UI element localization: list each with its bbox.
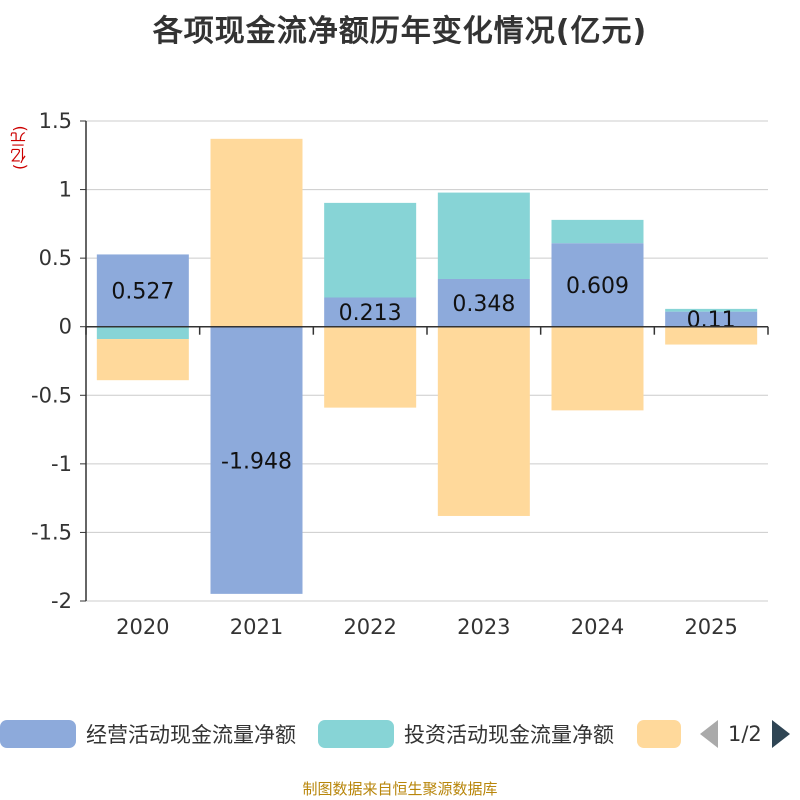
- legend-label-investing: 投资活动现金流量净额: [404, 723, 614, 747]
- bar-2021-series-2: [210, 138, 303, 327]
- bar-2021-series-0: [210, 326, 303, 594]
- bar-2023-series-2: [437, 326, 530, 516]
- bar-2024-series-0: [551, 243, 644, 327]
- y-tick-label: -2: [51, 589, 72, 613]
- x-tick-label-2020: 2020: [116, 615, 169, 639]
- bar-2024-series-1: [551, 219, 644, 244]
- bar-2020-series-1: [96, 326, 189, 340]
- x-tick-label-2024: 2024: [571, 615, 624, 639]
- data-label-2025: 0.11: [687, 308, 736, 333]
- legend-item-operating[interactable]: 经营活动现金流量净额: [0, 716, 296, 752]
- source-footer: 制图数据来自恒生聚源数据库: [302, 780, 498, 798]
- data-label-2024: 0.609: [566, 274, 629, 299]
- legend-item-financing[interactable]: [637, 716, 681, 752]
- bar-2025-series-1: [665, 308, 758, 312]
- x-tick-label-2025: 2025: [684, 615, 737, 639]
- bar-2023-series-1: [437, 192, 530, 279]
- legend-label-operating: 经营活动现金流量净额: [86, 723, 296, 747]
- y-tick-label: 0: [59, 315, 72, 339]
- legend-swatch-operating: [0, 720, 76, 748]
- bar-2022-series-0: [324, 297, 417, 327]
- data-label-2023: 0.348: [452, 292, 515, 317]
- y-tick-label: 1.5: [39, 109, 72, 133]
- pager-prev-icon[interactable]: [700, 720, 718, 748]
- pager-text: 1/2: [728, 722, 762, 746]
- y-tick-label: -1.5: [31, 520, 72, 544]
- bar-2023-series-0: [437, 278, 530, 327]
- y-tick-label: -1: [51, 452, 72, 476]
- bar-2022-series-2: [324, 326, 417, 408]
- y-tick-label: 1: [59, 178, 72, 202]
- y-tick-label: -0.5: [31, 383, 72, 407]
- legend-swatch-financing: [637, 720, 681, 748]
- bar-2025-series-2: [665, 326, 758, 345]
- bar-2022-series-1: [324, 202, 417, 298]
- pager-next-icon[interactable]: [771, 720, 790, 748]
- data-label-2021: -1.948: [221, 449, 292, 474]
- bar-2020-series-2: [96, 339, 189, 381]
- bar-2025-series-0: [665, 311, 758, 327]
- y-tick-label: 0.5: [39, 246, 72, 270]
- bar-2020-series-0: [96, 254, 189, 327]
- x-tick-label-2023: 2023: [457, 615, 510, 639]
- bar-2024-series-2: [551, 326, 644, 411]
- legend-swatch-investing: [318, 720, 394, 748]
- legend: 经营活动现金流量净额 投资活动现金流量净额 1/2: [0, 712, 800, 756]
- chart-title: 各项现金流净额历年变化情况(亿元): [152, 14, 648, 49]
- data-label-2022: 0.213: [339, 301, 402, 326]
- legend-pager: 1/2: [700, 716, 790, 752]
- data-label-2020: 0.527: [111, 280, 174, 305]
- x-tick-label-2021: 2021: [230, 615, 283, 639]
- plot-area: 1.5 1 0.5 0 -0.5 -1 -1.5 -2 0.527 2020 -1.948 2021 0…: [31, 109, 769, 639]
- legend-item-investing[interactable]: 投资活动现金流量净额: [318, 716, 614, 752]
- x-tick-label-2022: 2022: [343, 615, 396, 639]
